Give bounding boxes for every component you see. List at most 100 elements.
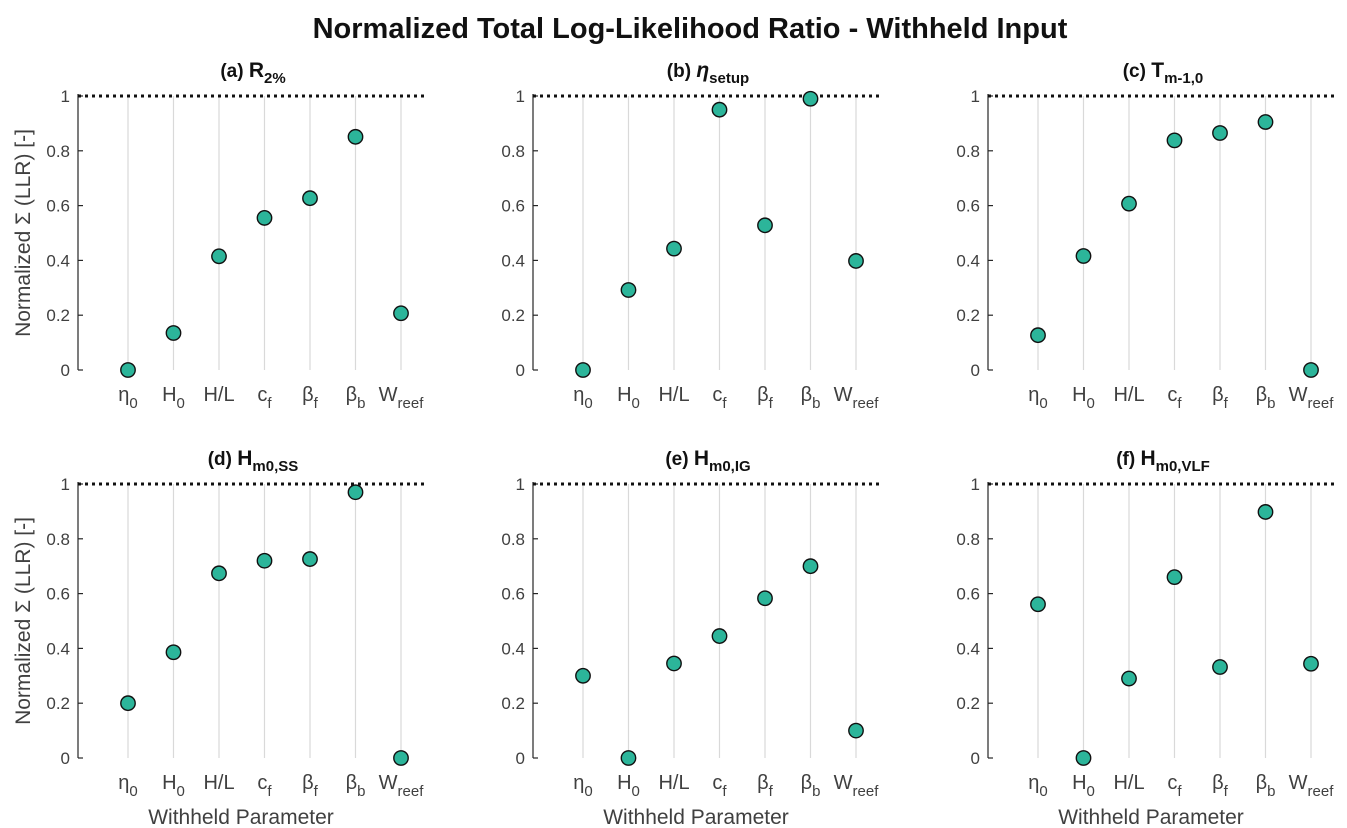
- panel-e-data-point: [575, 667, 591, 684]
- panel-f-data-point: [1166, 569, 1183, 586]
- xtick-main: c: [257, 772, 267, 794]
- panel-b-ytick-label: 0.8: [501, 142, 525, 161]
- panel-e-xlabel: Withheld Parameter: [603, 806, 789, 828]
- xtick-main: β: [757, 772, 769, 794]
- title-prefix: (a): [220, 61, 249, 82]
- xtick-sub: b: [357, 783, 365, 800]
- xtick-main: β: [302, 772, 314, 794]
- panel-f-title: (f) Hm0,VLF: [1116, 447, 1210, 475]
- panel-a-ytick-label: 0.4: [46, 251, 70, 270]
- panel-c-xtick-label: cf: [1167, 384, 1182, 412]
- panel-c-xtick-label: Wreef: [1289, 384, 1335, 412]
- xtick-main: H/L: [658, 772, 689, 794]
- xtick-sub: 0: [1039, 395, 1047, 412]
- panel-e-title: (e) Hm0,IG: [665, 447, 750, 475]
- xtick-sub: 0: [584, 395, 592, 412]
- xtick-sub: b: [357, 395, 365, 412]
- panel-a-data-point: [302, 190, 318, 207]
- xtick-main: β: [346, 772, 358, 794]
- panel-d-xtick-label: βf: [302, 772, 319, 800]
- panel-d-data-point: [347, 484, 364, 501]
- panel-e-ytick-label: 0.8: [501, 530, 525, 549]
- panel-e-data-point: [711, 628, 728, 644]
- xtick-sub: 0: [1039, 783, 1047, 800]
- xtick-sub: reef: [398, 783, 425, 800]
- panel-b-data-point: [711, 101, 728, 118]
- xtick-main: H: [617, 384, 631, 406]
- panel-c-ytick-label: 0.4: [956, 251, 980, 270]
- xtick-sub: 0: [129, 395, 137, 412]
- title-main: H: [237, 447, 252, 470]
- panel-e-data-point: [666, 655, 682, 672]
- panel-e-ytick-label: 1: [516, 475, 525, 494]
- xtick-main: W: [834, 772, 853, 794]
- xtick-main: c: [1167, 384, 1177, 406]
- xtick-sub: 0: [1087, 783, 1095, 800]
- figure-title: Normalized Total Log-Likelihood Ratio - …: [313, 13, 1068, 45]
- title-prefix: (e): [665, 449, 694, 470]
- title-sub: m-1,0: [1164, 70, 1203, 87]
- panel-d-ytick-label: 0.2: [46, 694, 70, 713]
- xtick-main: W: [1289, 772, 1308, 794]
- xtick-main: c: [712, 772, 722, 794]
- panel-b-ytick-label: 0.2: [501, 306, 525, 325]
- panel-e-data-point: [802, 558, 819, 575]
- xtick-main: H/L: [1113, 384, 1144, 406]
- panel-b-ytick-label: 1: [516, 87, 525, 106]
- xtick-sub: f: [267, 395, 272, 412]
- xtick-main: β: [1212, 384, 1224, 406]
- panel-f-xtick-label: Wreef: [1289, 772, 1335, 800]
- panel-b-ytick-label: 0.6: [501, 197, 525, 216]
- xtick-sub: b: [812, 783, 820, 800]
- panel-d-xlabel: Withheld Parameter: [148, 806, 334, 828]
- panel-b-data-point: [802, 90, 819, 107]
- xtick-sub: 0: [1087, 395, 1095, 412]
- panel-c-xtick-label: H0: [1072, 384, 1095, 412]
- panel-a-ytick-label: 0: [61, 361, 70, 380]
- panel-a-data-point: [211, 248, 227, 265]
- xtick-main: η: [573, 772, 584, 794]
- panel-d-xtick-label: η0: [118, 772, 137, 800]
- xtick-sub: 0: [177, 395, 185, 412]
- panel-a-data-point: [347, 128, 364, 145]
- panel-c-title: (c) Tm-1,0: [1123, 59, 1204, 87]
- xtick-main: W: [834, 384, 853, 406]
- xtick-main: W: [379, 384, 398, 406]
- panel-c-data-point: [1212, 125, 1228, 141]
- panel-d-data-point: [165, 644, 182, 661]
- panel-f-data-point: [1121, 670, 1137, 687]
- xtick-main: H/L: [1113, 772, 1144, 794]
- panel-b-xtick-label: βf: [757, 384, 774, 412]
- xtick-sub: 0: [632, 783, 640, 800]
- xtick-main: β: [757, 384, 769, 406]
- panel-a-xtick-label: H/L: [203, 384, 234, 406]
- xtick-sub: f: [1177, 783, 1182, 800]
- panel-d-data-point: [302, 551, 318, 567]
- panel-c-ytick-label: 0: [971, 361, 980, 380]
- title-sub: m0,IG: [709, 458, 751, 475]
- panel-d-xtick-label: Wreef: [379, 772, 425, 800]
- panel-d-data-point: [256, 552, 273, 569]
- xtick-sub: f: [1224, 783, 1229, 800]
- panel-b-xtick-label: H/L: [658, 384, 689, 406]
- panel-d-ytick-label: 0.4: [46, 639, 70, 658]
- panel-b-data-point: [757, 217, 773, 234]
- xtick-main: H/L: [203, 384, 234, 406]
- panel-f-ytick-label: 0.4: [956, 639, 980, 658]
- panel-c-data-point: [1257, 114, 1274, 130]
- panel-a-xtick-label: cf: [257, 384, 272, 412]
- panel-d-xtick-label: cf: [257, 772, 272, 800]
- xtick-main: β: [1212, 772, 1224, 794]
- xtick-sub: f: [722, 783, 727, 800]
- panel-d-data-point: [211, 565, 227, 582]
- xtick-sub: f: [1224, 395, 1229, 412]
- panel-f-data-point: [1303, 655, 1319, 672]
- panel-f-ytick-label: 1: [971, 475, 980, 494]
- xtick-main: H/L: [203, 772, 234, 794]
- panel-f-data-point: [1075, 750, 1092, 766]
- title-sub: setup: [709, 70, 749, 87]
- title-sub: m0,VLF: [1156, 458, 1210, 475]
- xtick-main: β: [302, 384, 314, 406]
